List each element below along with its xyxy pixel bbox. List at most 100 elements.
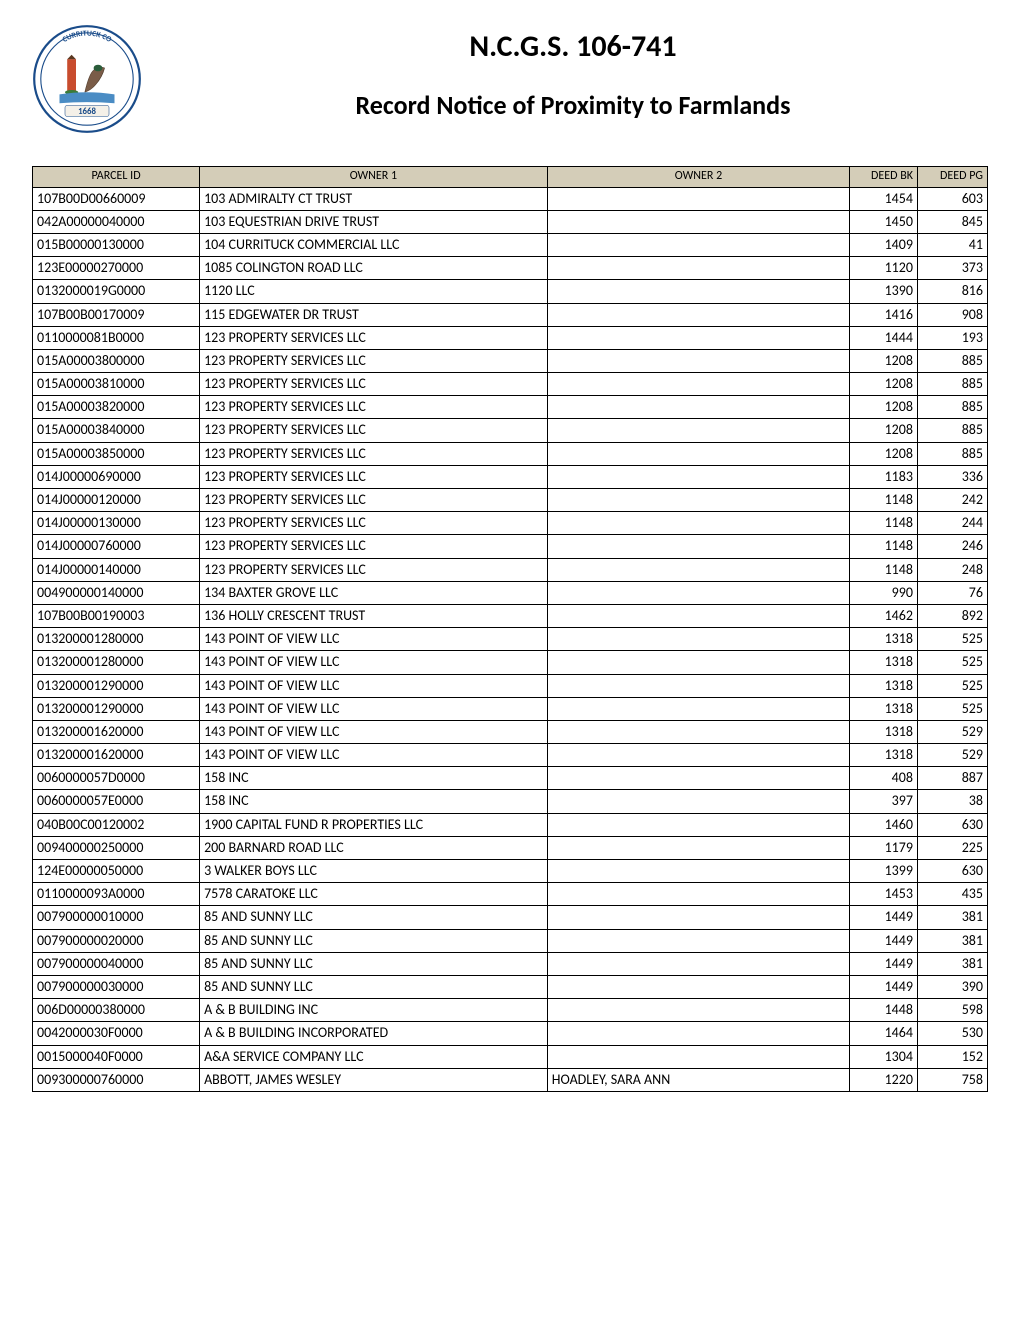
cell-parcel: 007900000010000	[33, 906, 200, 929]
cell-parcel: 015A00003820000	[33, 396, 200, 419]
cell-parcel: 013200001280000	[33, 651, 200, 674]
cell-deedpg: 525	[917, 651, 987, 674]
cell-parcel: 013200001290000	[33, 697, 200, 720]
cell-parcel: 013200001620000	[33, 720, 200, 743]
table-row: 014J00000140000123 PROPERTY SERVICES LLC…	[33, 558, 988, 581]
table-row: 009400000250000200 BARNARD ROAD LLC11792…	[33, 836, 988, 859]
cell-deedbk: 1449	[850, 975, 918, 998]
cell-deedpg: 336	[917, 465, 987, 488]
cell-deedpg: 225	[917, 836, 987, 859]
cell-owner1: 143 POINT OF VIEW LLC	[200, 744, 548, 767]
cell-deedbk: 1464	[850, 1022, 918, 1045]
cell-deedpg: 525	[917, 628, 987, 651]
cell-owner2: HOADLEY, SARA ANN	[547, 1068, 850, 1091]
cell-deedbk: 1450	[850, 210, 918, 233]
cell-parcel: 013200001290000	[33, 674, 200, 697]
cell-owner1: 123 PROPERTY SERVICES LLC	[200, 373, 548, 396]
cell-parcel: 0060000057E0000	[33, 790, 200, 813]
table-row: 00790000002000085 AND SUNNY LLC1449381	[33, 929, 988, 952]
cell-deedpg: 529	[917, 720, 987, 743]
page-header: CURRITUCK CO 1668 N.C.G.S. 106-741 Recor…	[32, 24, 988, 134]
cell-owner2	[547, 442, 850, 465]
cell-deedbk: 1318	[850, 628, 918, 651]
cell-parcel: 0110000081B0000	[33, 326, 200, 349]
cell-deedbk: 1444	[850, 326, 918, 349]
cell-parcel: 009400000250000	[33, 836, 200, 859]
cell-parcel: 107B00B00170009	[33, 303, 200, 326]
cell-deedpg: 242	[917, 489, 987, 512]
page-subtitle: Record Notice of Proximity to Farmlands	[158, 89, 988, 121]
cell-deedbk: 1416	[850, 303, 918, 326]
cell-deedpg: 845	[917, 210, 987, 233]
table-row: 00790000003000085 AND SUNNY LLC1449390	[33, 975, 988, 998]
cell-owner2	[547, 581, 850, 604]
cell-owner1: A&A SERVICE COMPANY LLC	[200, 1045, 548, 1068]
cell-owner2	[547, 628, 850, 651]
cell-owner1: A & B BUILDING INC	[200, 999, 548, 1022]
table-header-row: PARCEL ID OWNER 1 OWNER 2 DEED BK DEED P…	[33, 167, 988, 188]
cell-owner2	[547, 419, 850, 442]
cell-deedbk: 1208	[850, 419, 918, 442]
cell-deedpg: 244	[917, 512, 987, 535]
cell-parcel: 107B00B00190003	[33, 604, 200, 627]
cell-deedpg: 373	[917, 257, 987, 280]
table-row: 013200001290000143 POINT OF VIEW LLC1318…	[33, 697, 988, 720]
cell-parcel: 009300000760000	[33, 1068, 200, 1091]
cell-owner1: 123 PROPERTY SERVICES LLC	[200, 535, 548, 558]
cell-parcel: 015A00003810000	[33, 373, 200, 396]
cell-owner1: A & B BUILDING INCORPORATED	[200, 1022, 548, 1045]
cell-owner2	[547, 697, 850, 720]
column-header-deedpg: DEED PG	[917, 167, 987, 188]
cell-deedbk: 1409	[850, 233, 918, 256]
cell-deedbk: 1148	[850, 558, 918, 581]
cell-deedpg: 152	[917, 1045, 987, 1068]
cell-parcel: 007900000030000	[33, 975, 200, 998]
table-row: 040B00C001200021900 CAPITAL FUND R PROPE…	[33, 813, 988, 836]
page-title: N.C.G.S. 106-741	[158, 28, 988, 65]
cell-deedbk: 1208	[850, 373, 918, 396]
cell-parcel: 124E00000050000	[33, 860, 200, 883]
cell-owner2	[547, 396, 850, 419]
cell-owner1: 143 POINT OF VIEW LLC	[200, 628, 548, 651]
cell-parcel: 042A00000040000	[33, 210, 200, 233]
cell-deedpg: 603	[917, 187, 987, 210]
cell-parcel: 013200001280000	[33, 628, 200, 651]
cell-parcel: 014J00000690000	[33, 465, 200, 488]
cell-deedpg: 885	[917, 373, 987, 396]
table-row: 015A00003800000123 PROPERTY SERVICES LLC…	[33, 349, 988, 372]
cell-owner2	[547, 767, 850, 790]
table-row: 0015000040F0000A&A SERVICE COMPANY LLC13…	[33, 1045, 988, 1068]
cell-deedpg: 908	[917, 303, 987, 326]
cell-owner1: 85 AND SUNNY LLC	[200, 929, 548, 952]
cell-deedbk: 1208	[850, 442, 918, 465]
cell-owner2	[547, 535, 850, 558]
cell-deedbk: 1318	[850, 744, 918, 767]
cell-deedbk: 1399	[850, 860, 918, 883]
cell-deedbk: 397	[850, 790, 918, 813]
cell-deedbk: 1208	[850, 349, 918, 372]
cell-parcel: 006D00000380000	[33, 999, 200, 1022]
cell-owner2	[547, 929, 850, 952]
cell-deedpg: 529	[917, 744, 987, 767]
cell-owner2	[547, 906, 850, 929]
table-row: 015A00003840000123 PROPERTY SERVICES LLC…	[33, 419, 988, 442]
cell-deedpg: 525	[917, 697, 987, 720]
table-row: 107B00B00190003136 HOLLY CRESCENT TRUST1…	[33, 604, 988, 627]
table-row: 0042000030F0000A & B BUILDING INCORPORAT…	[33, 1022, 988, 1045]
cell-owner1: 1900 CAPITAL FUND R PROPERTIES LLC	[200, 813, 548, 836]
cell-owner1: 123 PROPERTY SERVICES LLC	[200, 326, 548, 349]
cell-deedbk: 1120	[850, 257, 918, 280]
cell-deedpg: 758	[917, 1068, 987, 1091]
cell-owner2	[547, 999, 850, 1022]
cell-deedbk: 1148	[850, 535, 918, 558]
cell-deedbk: 1449	[850, 906, 918, 929]
table-row: 014J00000120000123 PROPERTY SERVICES LLC…	[33, 489, 988, 512]
cell-owner1: 1120 LLC	[200, 280, 548, 303]
table-row: 013200001620000143 POINT OF VIEW LLC1318…	[33, 720, 988, 743]
cell-deedpg: 390	[917, 975, 987, 998]
cell-owner2	[547, 303, 850, 326]
cell-owner1: 123 PROPERTY SERVICES LLC	[200, 558, 548, 581]
cell-deedpg: 885	[917, 419, 987, 442]
cell-parcel: 123E00000270000	[33, 257, 200, 280]
cell-deedpg: 530	[917, 1022, 987, 1045]
